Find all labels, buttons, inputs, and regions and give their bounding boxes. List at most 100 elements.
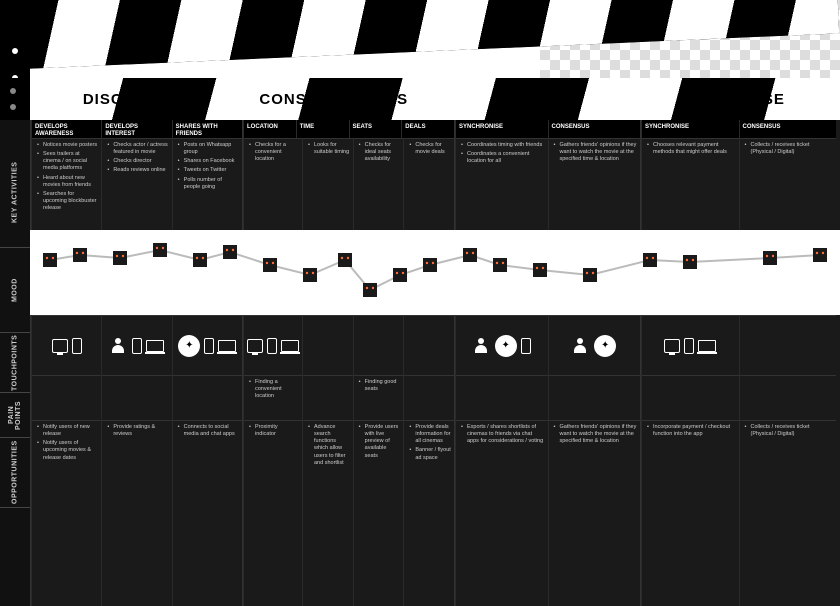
- phase-labels: DISCOVERY CONSIDERATIONS DECISION PURCHA…: [30, 78, 840, 120]
- touchpoint-cell: [740, 315, 837, 375]
- touchpoint-cell: [303, 315, 353, 375]
- content-columns: Notices movie postersSees trailers at ci…: [30, 138, 840, 606]
- touchpoint-cell: [244, 315, 302, 375]
- col-discovery: Notices movie postersSees trailers at ci…: [30, 138, 242, 606]
- opp-cell: Exports / shares shortlists of cinemas t…: [456, 420, 548, 490]
- touchpoint-cell: [102, 315, 171, 375]
- laptop-icon: [218, 340, 236, 352]
- activities-cell: Checks for a convenient location: [244, 138, 302, 230]
- row-label-mood: MOOD: [0, 248, 30, 333]
- subhead: CONSENSUS: [548, 120, 641, 138]
- tv-icon: [247, 339, 263, 353]
- hinge-hole-icon: [12, 48, 18, 54]
- opp-cell: Provide ratings & reviews: [102, 420, 171, 490]
- subhead: TIME: [296, 120, 349, 138]
- touchpoint-cell: [173, 315, 242, 375]
- phone-icon: [72, 338, 82, 354]
- col-decision: Coordinates timing with friendsCoordinat…: [454, 138, 640, 606]
- row-label-touchpoints: TOUCHPOINTS: [0, 333, 30, 393]
- people-icon: [572, 338, 590, 354]
- phone-icon: [204, 338, 214, 354]
- pain-cell: [173, 375, 242, 420]
- col-considerations: Checks for a convenient location Finding…: [242, 138, 454, 606]
- row-label-painpoints: PAIN POINTS: [0, 393, 30, 438]
- pain-cell: Finding a convenient location: [244, 375, 302, 420]
- spacer: [0, 120, 30, 138]
- opp-cell: Gathers friends' opinions if they want t…: [549, 420, 641, 490]
- phase-discovery: DISCOVERY: [30, 91, 233, 108]
- people-icon: [473, 338, 491, 354]
- activities-cell: Collects / receives ticket (Physical / D…: [740, 138, 837, 230]
- activities-cell: Looks for suitable timing: [303, 138, 353, 230]
- activities-cell: Chooses relevant payment methods that mi…: [642, 138, 739, 230]
- subhead: CONSENSUS: [739, 120, 837, 138]
- row-label-opportunities: OPPORTUNITIES: [0, 438, 30, 508]
- activities-cell: Notices movie postersSees trailers at ci…: [32, 138, 101, 230]
- mood-cell: [740, 230, 837, 315]
- mood-cell: [102, 230, 171, 315]
- subhead: LOCATION: [243, 120, 296, 138]
- row-labels: KEY ACTIVITIES MOOD TOUCHPOINTS PAIN POI…: [0, 138, 30, 606]
- pain-cell: [102, 375, 171, 420]
- mood-cell: [32, 230, 101, 315]
- phase-considerations: CONSIDERATIONS: [233, 91, 436, 108]
- opp-cell: Provide deals information for all cinema…: [404, 420, 454, 490]
- touchpoint-cell: [642, 315, 739, 375]
- activities-cell: Checks for movie deals: [404, 138, 454, 230]
- touchpoint-cell: [404, 315, 454, 375]
- phase-decision: DECISION: [435, 91, 638, 108]
- subhead: SEATS: [349, 120, 402, 138]
- touchpoint-cell: [354, 315, 404, 375]
- activities-cell: Posts on Whatsapp groupShares on Faceboo…: [173, 138, 242, 230]
- tv-icon: [664, 339, 680, 353]
- touchpoint-cell: [32, 315, 101, 375]
- rivet-icon: [10, 88, 16, 94]
- mood-cell: [354, 230, 404, 315]
- laptop-icon: [146, 340, 164, 352]
- pain-cell: [456, 375, 548, 420]
- social-bubble-icon: [495, 335, 517, 357]
- rivet-icon: [10, 104, 16, 110]
- journey-map-board: DISCOVERY CONSIDERATIONS DECISION PURCHA…: [0, 78, 840, 606]
- mood-cell: [456, 230, 548, 315]
- activities-cell: Checks actor / actress featured in movie…: [102, 138, 171, 230]
- subhead: SHARES WITH FRIENDS: [172, 120, 242, 138]
- laptop-icon: [281, 340, 299, 352]
- col-purchase: Chooses relevant payment methods that mi…: [640, 138, 836, 606]
- mood-cell: [303, 230, 353, 315]
- opp-cell: Provide users with live preview of avail…: [354, 420, 404, 490]
- pain-cell: [549, 375, 641, 420]
- clapperboard: DISCOVERY CONSIDERATIONS DECISION PURCHA…: [0, 0, 840, 606]
- journey-grid: KEY ACTIVITIES MOOD TOUCHPOINTS PAIN POI…: [0, 138, 840, 606]
- pain-cell: [32, 375, 101, 420]
- subhead: DEALS: [401, 120, 454, 138]
- pain-cell: Finding good seats: [354, 375, 404, 420]
- subhead: DEVELOPS INTEREST: [101, 120, 171, 138]
- tv-icon: [52, 339, 68, 353]
- people-icon: [110, 338, 128, 354]
- mood-cell: [642, 230, 739, 315]
- mood-cell: [549, 230, 641, 315]
- activities-cell: Checks for ideal seats availability: [354, 138, 404, 230]
- social-bubble-icon: [178, 335, 200, 357]
- subhead: SYNCHRONISE: [641, 120, 739, 138]
- touchpoint-cell: [549, 315, 641, 375]
- mood-cell: [244, 230, 302, 315]
- pain-cell: [642, 375, 739, 420]
- phone-icon: [521, 338, 531, 354]
- phone-icon: [267, 338, 277, 354]
- opp-cell: Proximity indicator: [244, 420, 302, 490]
- pain-cell: [303, 375, 353, 420]
- laptop-icon: [698, 340, 716, 352]
- touchpoint-cell: [456, 315, 548, 375]
- phase-purchase: PURCHASE: [638, 91, 840, 108]
- pain-cell: [404, 375, 454, 420]
- subhead: SYNCHRONISE: [455, 120, 548, 138]
- phone-icon: [684, 338, 694, 354]
- opp-cell: Advance search functions which allow use…: [303, 420, 353, 490]
- phase-header-row: DISCOVERY CONSIDERATIONS DECISION PURCHA…: [0, 78, 840, 120]
- social-bubble-icon: [594, 335, 616, 357]
- opp-cell: Notify users of new releaseNotify users …: [32, 420, 101, 490]
- clapper-top-stripes: [0, 0, 839, 70]
- activities-cell: Coordinates timing with friendsCoordinat…: [456, 138, 548, 230]
